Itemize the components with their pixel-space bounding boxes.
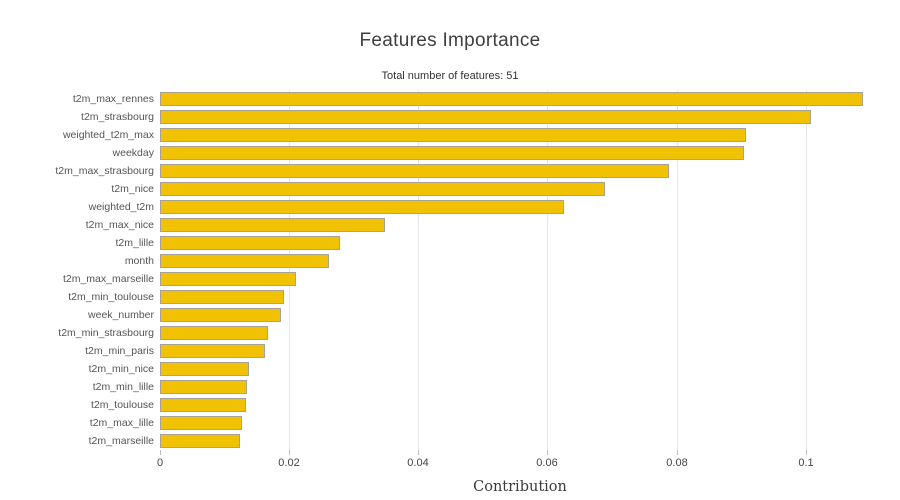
x-tick-label: 0.04 xyxy=(407,457,429,469)
x-tick-mark xyxy=(806,450,807,455)
category-label-week_number: week_number xyxy=(88,309,154,321)
gridline xyxy=(418,90,419,450)
category-label-t2m_nice: t2m_nice xyxy=(111,183,154,195)
gridline xyxy=(677,90,678,450)
chart-subtitle: Total number of features: 51 xyxy=(381,70,519,82)
gridline xyxy=(547,90,548,450)
y-axis-labels: t2m_max_rennes t2m_strasbourg weighted_t2m… xyxy=(0,90,156,450)
bar-t2m_toulouse xyxy=(160,398,246,412)
category-label-t2m_max_marseille: t2m_max_marseille xyxy=(62,273,154,285)
category-label-t2m_min_nice: t2m_min_nice xyxy=(88,363,154,375)
x-tick-label: 0.1 xyxy=(798,457,814,469)
x-tick-mark xyxy=(160,450,161,455)
category-label-weighted_t2m_max: weighted_t2m_max xyxy=(62,129,154,141)
x-tick-label: 0.06 xyxy=(536,457,558,469)
category-label-t2m_toulouse: t2m_toulouse xyxy=(90,399,154,411)
bar-t2m_min_toulouse xyxy=(160,290,284,304)
category-label-weekday: weekday xyxy=(112,147,154,159)
category-label-t2m_min_lille: t2m_min_lille xyxy=(92,381,154,393)
x-axis: 0 0.02 0.04 0.06 0.08 0.1 xyxy=(157,450,880,480)
plot-area xyxy=(160,90,880,450)
gridline xyxy=(289,90,290,450)
bar-t2m_min_nice xyxy=(160,362,249,376)
x-tick-mark xyxy=(677,450,678,455)
bar-month xyxy=(160,254,329,268)
bar-t2m_strasbourg xyxy=(160,110,811,124)
category-label-t2m_max_strasbourg: t2m_max_strasbourg xyxy=(55,165,154,177)
bar-weighted_t2m_max xyxy=(160,128,746,142)
x-tick-label: 0.08 xyxy=(666,457,688,469)
category-label-t2m_marseille: t2m_marseille xyxy=(88,435,154,447)
x-axis-title: Contribution xyxy=(473,479,567,495)
category-label-t2m_lille: t2m_lille xyxy=(115,237,154,249)
bar-t2m_max_marseille xyxy=(160,272,296,286)
category-label-t2m_min_strasbourg: t2m_min_strasbourg xyxy=(58,327,154,339)
chart-title: Features Importance xyxy=(359,30,541,51)
category-label-t2m_strasbourg: t2m_strasbourg xyxy=(81,111,154,123)
bar-t2m_min_strasbourg xyxy=(160,326,268,340)
category-label-t2m_max_rennes: t2m_max_rennes xyxy=(72,93,154,105)
gridline xyxy=(806,90,807,450)
x-tick-mark xyxy=(547,450,548,455)
bar-t2m_max_strasbourg xyxy=(160,164,669,178)
bar-t2m_min_lille xyxy=(160,380,247,394)
bar-t2m_max_nice xyxy=(160,218,385,232)
bar-weekday xyxy=(160,146,744,160)
bar-week_number xyxy=(160,308,281,322)
bar-weighted_t2m xyxy=(160,200,564,214)
category-label-t2m_max_nice: t2m_max_nice xyxy=(85,219,154,231)
x-tick-mark xyxy=(418,450,419,455)
bar-t2m_max_lille xyxy=(160,416,242,430)
bar-t2m_max_rennes xyxy=(160,92,863,106)
x-tick-label: 0 xyxy=(156,457,164,469)
category-label-month: month xyxy=(124,255,154,267)
x-tick-mark xyxy=(289,450,290,455)
bar-t2m_lille xyxy=(160,236,340,250)
bar-t2m_marseille xyxy=(160,434,240,448)
category-label-weighted_t2m: weighted_t2m xyxy=(88,201,154,213)
bar-t2m_nice xyxy=(160,182,605,196)
category-label-t2m_min_paris: t2m_min_paris xyxy=(85,345,154,357)
category-label-t2m_min_toulouse: t2m_min_toulouse xyxy=(68,291,154,303)
x-tick-label: 0.02 xyxy=(278,457,300,469)
bar-t2m_min_paris xyxy=(160,344,265,358)
category-label-t2m_max_lille: t2m_max_lille xyxy=(89,417,154,429)
